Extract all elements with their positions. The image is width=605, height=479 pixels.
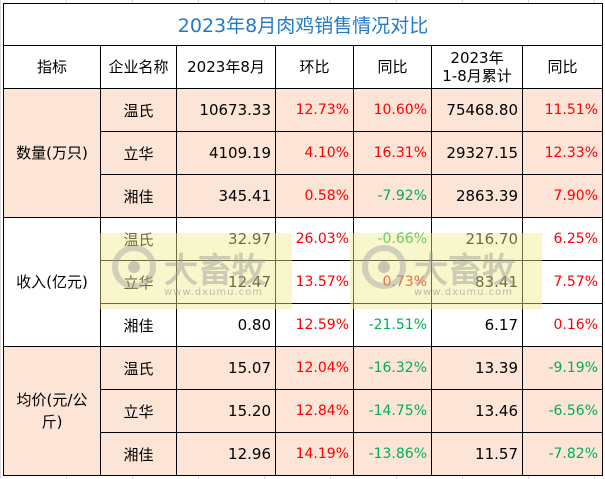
mom-cell: 14.19% (275, 432, 354, 476)
mom-cell: 12.73% (275, 88, 354, 132)
header-yoy: 同比 (353, 45, 432, 89)
header-indicator: 指标 (3, 45, 101, 89)
aug-value-cell: 10673.33 (176, 88, 276, 132)
mom-cell: 26.03% (275, 217, 354, 261)
table-row: 均价(元/公斤) 温氏 15.07 12.04% -16.32% 13.39 -9.19% (3, 346, 603, 476)
header-cumulative-line2: 1-8月累计 (442, 67, 512, 85)
aug-value-cell: 345.41 (176, 174, 276, 218)
indicator-cell: 收入(亿元) (3, 217, 101, 347)
table-row: 湘佳 345.41 0.58% -7.92% 2863.39 7.90% (4, 174, 603, 218)
cumulative-cell: 6.17 (431, 303, 523, 347)
cum-yoy-cell: 12.33% (522, 131, 603, 175)
cumulative-cell: 2863.39 (431, 174, 523, 218)
header-company: 企业名称 (100, 45, 177, 89)
cum-yoy-cell: 11.51% (522, 88, 603, 132)
aug-value-cell: 12.96 (176, 432, 276, 476)
aug-value-cell: 4109.19 (176, 131, 276, 175)
yoy-cell: -21.51% (353, 303, 432, 347)
yoy-cell: 16.31% (353, 131, 432, 175)
cum-yoy-cell: -7.82% (522, 432, 603, 476)
company-cell: 湘佳 (100, 174, 177, 218)
cumulative-cell: 75468.80 (431, 88, 523, 132)
header-cum-yoy: 同比 (522, 45, 603, 89)
company-cell: 立华 (100, 260, 177, 304)
header-aug-2023: 2023年8月 (176, 45, 276, 89)
header-row: 指标 企业名称 2023年8月 环比 同比 2023年 1-8月累计 同比 (3, 45, 603, 89)
mom-cell: 4.10% (275, 131, 354, 175)
table-title: 2023年8月肉鸡销售情况对比 (3, 3, 603, 46)
indicator-cell: 数量(万只) (3, 88, 101, 218)
company-cell: 温氏 (100, 346, 177, 390)
cum-yoy-cell: -9.19% (522, 346, 603, 390)
cumulative-cell: 83.41 (431, 260, 523, 304)
company-cell: 温氏 (100, 88, 177, 132)
cumulative-cell: 11.57 (431, 432, 523, 476)
header-cumulative: 2023年 1-8月累计 (431, 45, 523, 89)
cum-yoy-cell: 6.25% (522, 217, 603, 261)
cumulative-cell: 13.46 (431, 389, 523, 433)
header-cumulative-line1: 2023年 (450, 49, 504, 67)
yoy-cell: -13.86% (353, 432, 432, 476)
cum-yoy-cell: 0.16% (522, 303, 603, 347)
yoy-cell: -7.92% (353, 174, 432, 218)
cumulative-cell: 216.70 (431, 217, 523, 261)
company-cell: 温氏 (100, 217, 177, 261)
mom-cell: 0.58% (275, 174, 354, 218)
company-cell: 立华 (100, 389, 177, 433)
aug-value-cell: 15.07 (176, 346, 276, 390)
cumulative-cell: 13.39 (431, 346, 523, 390)
company-cell: 湘佳 (100, 303, 177, 347)
mom-cell: 12.04% (275, 346, 354, 390)
yoy-cell: 10.60% (353, 88, 432, 132)
mom-cell: 12.84% (275, 389, 354, 433)
table-row: 立华 15.20 12.84% -14.75% 13.46 -6.56% (4, 389, 603, 433)
comparison-table: 2023年8月肉鸡销售情况对比 指标 企业名称 2023年8月 环比 同比 20… (3, 3, 603, 476)
yoy-cell: -0.66% (353, 217, 432, 261)
mom-cell: 12.59% (275, 303, 354, 347)
header-mom: 环比 (275, 45, 354, 89)
company-cell: 立华 (100, 131, 177, 175)
yoy-cell: 0.73% (353, 260, 432, 304)
indicator-cell: 均价(元/公斤) (3, 346, 101, 476)
mom-cell: 13.57% (275, 260, 354, 304)
cum-yoy-cell: 7.90% (522, 174, 603, 218)
company-cell: 湘佳 (100, 432, 177, 476)
yoy-cell: -14.75% (353, 389, 432, 433)
table-row: 数量(万只) 温氏 10673.33 12.73% 10.60% 75468.80 11.5… (3, 88, 603, 218)
table-row: 立华 12.47 13.57% 0.73% 83.41 7.57% (4, 260, 603, 304)
aug-value-cell: 15.20 (176, 389, 276, 433)
table-row: 立华 4109.19 4.10% 16.31% 29327.15 12.33% (4, 131, 603, 175)
aug-value-cell: 0.80 (176, 303, 276, 347)
aug-value-cell: 12.47 (176, 260, 276, 304)
table-row: 湘佳 12.96 14.19% -13.86% 11.57 -7.82% (4, 432, 603, 476)
cum-yoy-cell: -6.56% (522, 389, 603, 433)
cumulative-cell: 29327.15 (431, 131, 523, 175)
table-row: 收入(亿元) 温氏 32.97 26.03% -0.66% 216.70 6.25% (3, 217, 603, 347)
yoy-cell: -16.32% (353, 346, 432, 390)
cum-yoy-cell: 7.57% (522, 260, 603, 304)
aug-value-cell: 32.97 (176, 217, 276, 261)
